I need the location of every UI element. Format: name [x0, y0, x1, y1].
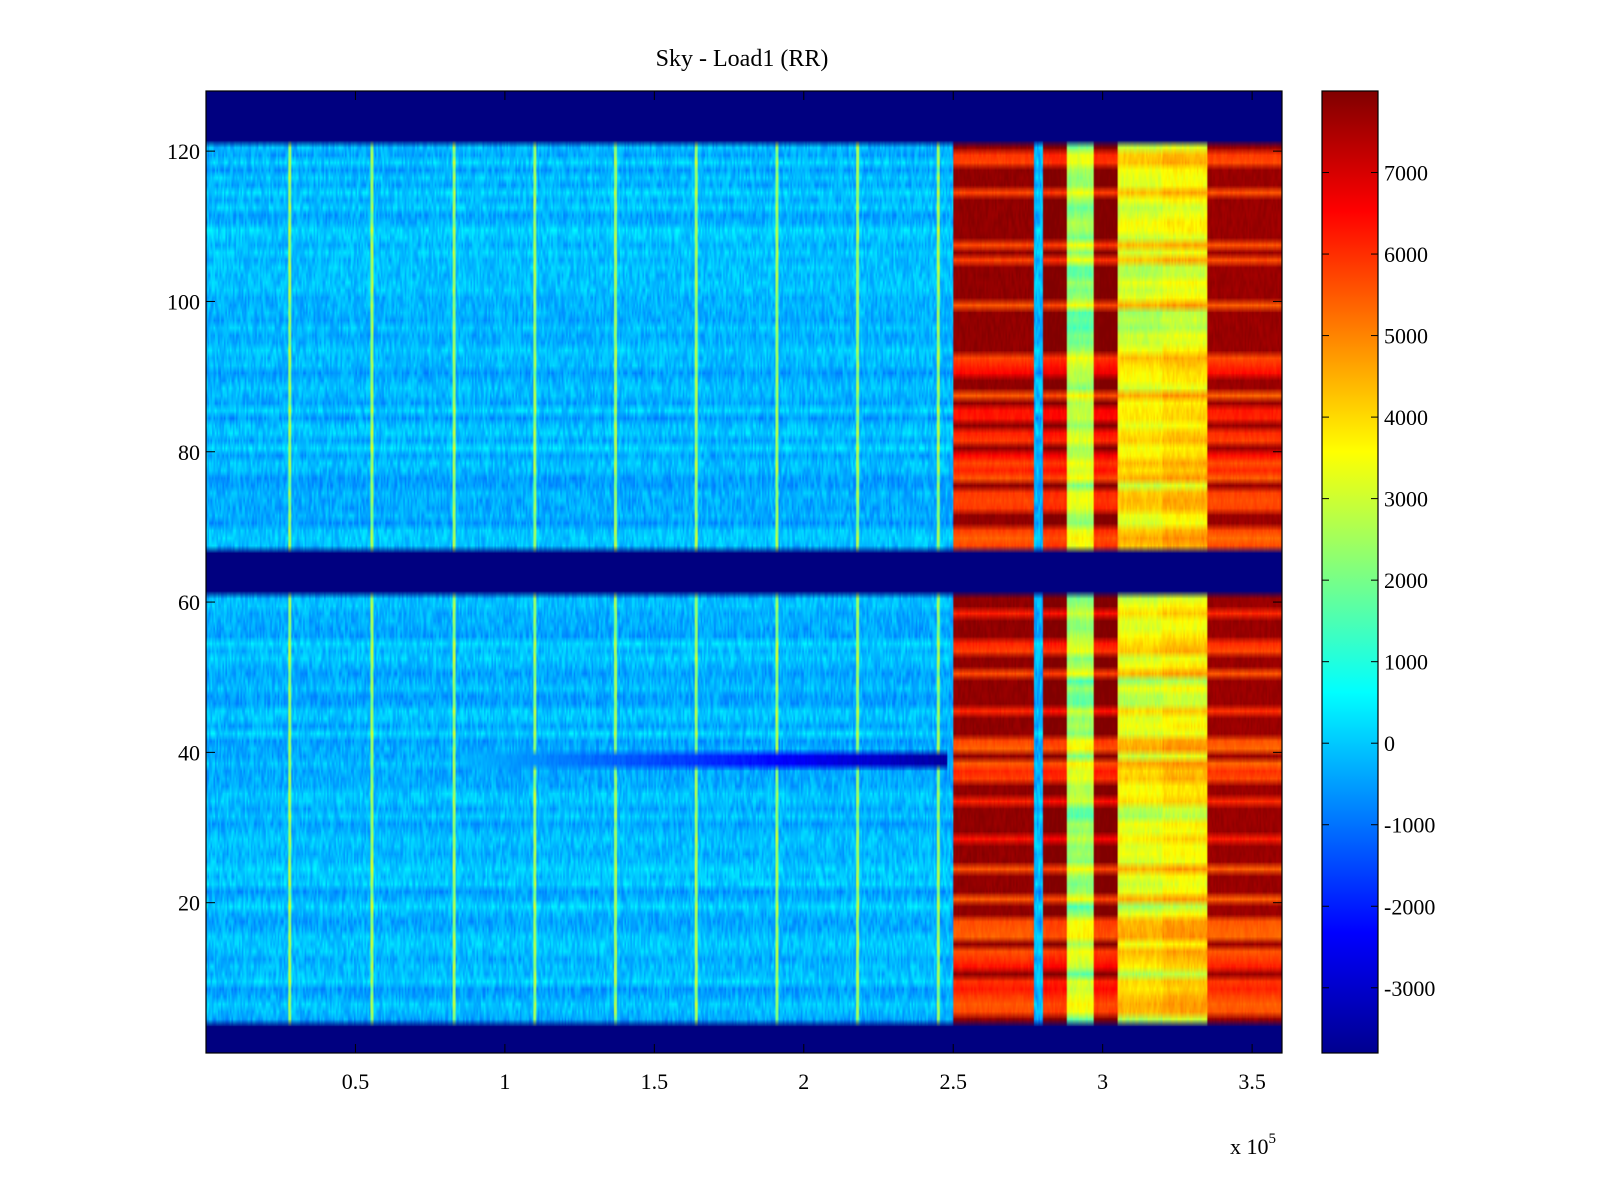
x-tick-label: 2.5: [939, 1069, 967, 1094]
colorbar-tick-label: 1000: [1384, 650, 1428, 675]
x-axis-multiplier-base: x 10: [1230, 1134, 1269, 1159]
y-tick-label: 20: [178, 891, 200, 916]
y-tick-label: 120: [167, 139, 200, 164]
colorbar-gradient: [1321, 90, 1379, 1054]
heatmap-image: [206, 91, 1282, 1053]
colorbar-tick-label: -3000: [1384, 976, 1435, 1001]
colorbar-tick-label: 0: [1384, 731, 1395, 756]
plot-frame: [205, 90, 1283, 1054]
heatmap-plot-area: 0.5 1 1.5 2 2.5 3 3.5 20 40 60 80 100 120 x 105: [167, 90, 1283, 1159]
colorbar-tick-label: 3000: [1384, 487, 1428, 512]
x-tick-label: 1: [499, 1069, 510, 1094]
colorbar-tick-label: -2000: [1384, 894, 1435, 919]
y-tick-label: 60: [178, 590, 200, 615]
y-tick-label: 40: [178, 740, 200, 765]
y-tick-label: 100: [167, 289, 200, 314]
colorbar: -3000 -2000 -1000 0 1000 2000 3000 4000 5000 6000…: [1321, 90, 1435, 1054]
x-tick-label: 0.5: [342, 1069, 370, 1094]
x-tick-label: 3.5: [1238, 1069, 1266, 1094]
x-tick-label: 1.5: [641, 1069, 669, 1094]
colorbar-tick-label: 2000: [1384, 568, 1428, 593]
x-tick-label: 2: [798, 1069, 809, 1094]
colorbar-ticks: -3000 -2000 -1000 0 1000 2000 3000 4000 5000 6000…: [1322, 161, 1435, 1001]
y-axis-ticks: 20 40 60 80 100 120: [167, 139, 1282, 916]
colorbar-tick-label: -1000: [1384, 813, 1435, 838]
x-axis-multiplier: x 105: [1230, 1131, 1276, 1159]
x-tick-label: 3: [1097, 1069, 1108, 1094]
y-tick-label: 80: [178, 440, 200, 465]
colorbar-tick-label: 6000: [1384, 242, 1428, 267]
colorbar-tick-label: 5000: [1384, 324, 1428, 349]
colorbar-tick-label: 7000: [1384, 161, 1428, 186]
x-axis-multiplier-exponent: 5: [1269, 1131, 1277, 1147]
colorbar-tick-label: 4000: [1384, 405, 1428, 430]
chart-title: Sky - Load1 (RR): [656, 46, 829, 72]
x-axis-ticks: 0.5 1 1.5 2 2.5 3 3.5: [342, 91, 1266, 1094]
